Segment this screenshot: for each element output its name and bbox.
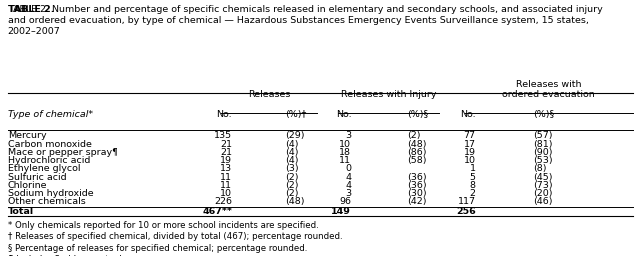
Text: (3): (3) [285,164,299,174]
Text: Releases with Injury: Releases with Injury [341,90,436,99]
Text: Sulfuric acid: Sulfuric acid [8,173,66,182]
Text: Sodium hydroxide: Sodium hydroxide [8,189,94,198]
Text: 3: 3 [345,189,351,198]
Text: Mercury: Mercury [8,132,46,141]
Text: TABLE 2.: TABLE 2. [8,5,54,14]
Text: 0: 0 [345,164,351,174]
Text: (20): (20) [533,189,552,198]
Text: Hydrochloric acid: Hydrochloric acid [8,156,90,165]
Text: Releases with
ordered evacuation: Releases with ordered evacuation [503,80,595,99]
Text: 18: 18 [339,148,351,157]
Text: 10: 10 [220,189,232,198]
Text: 19: 19 [220,156,232,165]
Text: (36): (36) [407,181,427,190]
Text: Mace or pepper spray¶: Mace or pepper spray¶ [8,148,118,157]
Text: (4): (4) [285,148,299,157]
Text: (90): (90) [533,148,552,157]
Text: Ethylene glycol: Ethylene glycol [8,164,80,174]
Text: 77: 77 [463,132,476,141]
Text: No.: No. [336,110,351,119]
Text: (%)§: (%)§ [533,110,554,119]
Text: 467**: 467** [202,207,232,216]
Text: 256: 256 [456,207,476,216]
Text: Total: Total [8,207,34,216]
Text: Carbon monoxide: Carbon monoxide [8,140,92,149]
Text: * Only chemicals reported for 10 or more school incidents are specified.: * Only chemicals reported for 10 or more… [8,221,319,230]
Text: (46): (46) [533,197,552,206]
Text: † Releases of specified chemical, divided by total (467); percentage rounded.: † Releases of specified chemical, divide… [8,232,342,241]
Text: (2): (2) [285,173,299,182]
Text: 10: 10 [463,156,476,165]
Text: (57): (57) [533,132,552,141]
Text: (81): (81) [533,140,552,149]
Text: 96: 96 [339,197,351,206]
Text: 11: 11 [339,156,351,165]
Text: 5: 5 [470,173,476,182]
Text: (2): (2) [407,132,420,141]
Text: 4: 4 [345,181,351,190]
Text: (2): (2) [285,181,299,190]
Text: 135: 135 [214,132,232,141]
Text: (4): (4) [285,156,299,165]
Text: (%)§: (%)§ [407,110,428,119]
Text: (8): (8) [533,164,546,174]
Text: 17: 17 [463,140,476,149]
Text: 117: 117 [458,197,476,206]
Text: 13: 13 [220,164,232,174]
Text: 3: 3 [345,132,351,141]
Text: (36): (36) [407,173,427,182]
Text: (30): (30) [407,189,427,198]
Text: 226: 226 [214,197,232,206]
Text: 11: 11 [220,181,232,190]
Text: 21: 21 [220,148,232,157]
Text: (73): (73) [533,181,553,190]
Text: No.: No. [460,110,476,119]
Text: § Percentage of releases for specified chemical; percentage rounded.: § Percentage of releases for specified c… [8,244,307,253]
Text: (45): (45) [533,173,552,182]
Text: 4: 4 [345,173,351,182]
Text: ¶ Includes 2-chloroacetophenone.: ¶ Includes 2-chloroacetophenone. [8,255,154,256]
Text: (2): (2) [285,189,299,198]
Text: (48): (48) [285,197,304,206]
Text: (53): (53) [533,156,553,165]
Text: Releases: Releases [248,90,290,99]
Text: No.: No. [217,110,232,119]
Text: 149: 149 [331,207,351,216]
Text: 19: 19 [463,148,476,157]
Text: (86): (86) [407,148,426,157]
Text: 2: 2 [470,189,476,198]
Text: (58): (58) [407,156,426,165]
Text: 8: 8 [470,181,476,190]
Text: 21: 21 [220,140,232,149]
Text: 1: 1 [470,164,476,174]
Text: TABLE 2. Number and percentage of specific chemicals released in elementary and : TABLE 2. Number and percentage of specif… [8,5,603,36]
Text: (%)†: (%)† [285,110,306,119]
Text: (48): (48) [407,140,426,149]
Text: (42): (42) [407,197,426,206]
Text: Type of chemical*: Type of chemical* [8,110,93,119]
Text: Chlorine: Chlorine [8,181,47,190]
Text: (29): (29) [285,132,304,141]
Text: 10: 10 [339,140,351,149]
Text: (4): (4) [285,140,299,149]
Text: Other chemicals: Other chemicals [8,197,85,206]
Text: 11: 11 [220,173,232,182]
